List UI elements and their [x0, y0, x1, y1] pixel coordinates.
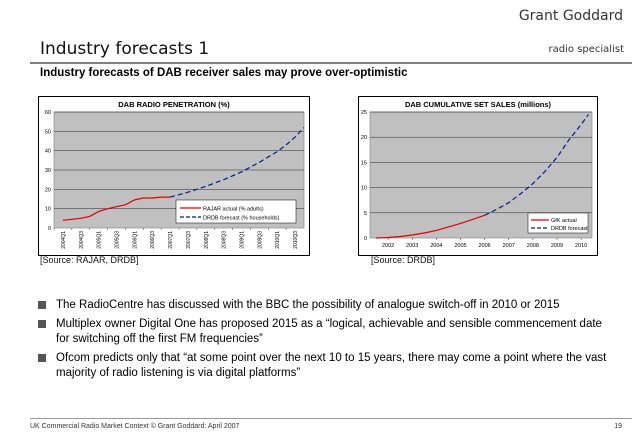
footer-divider [30, 418, 632, 419]
bullet-item: Multiplex owner Digital One has proposed… [38, 317, 618, 347]
c1-x-tick-label: 2005Q1 [97, 231, 103, 249]
set-sales-forecast-line [484, 114, 589, 216]
set-sales-chart-title: DAB CUMULATIVE SET SALES (millions) [405, 100, 552, 109]
c1-y-tick-label: 20 [45, 187, 51, 193]
bullet-square-icon [38, 354, 46, 362]
c2-y-tick-label: 0 [364, 236, 367, 242]
legend-label-gfk: GfK actual [551, 218, 577, 224]
c2-x-tick-label: 2002 [382, 243, 394, 249]
bullet-item: The RadioCentre has discussed with the B… [38, 298, 618, 313]
c1-x-tick-label: 2008Q1 [204, 231, 210, 249]
bullet-square-icon [38, 301, 46, 309]
c2-y-tick-label: 15 [361, 160, 367, 166]
bullet-text: Ofcom predicts only that “at some point … [56, 352, 607, 379]
page-title: Industry forecasts 1 [40, 39, 210, 59]
bullet-text: The RadioCentre has discussed with the B… [56, 299, 560, 311]
legend-label-drdb: DRDB forecast (% households) [203, 216, 280, 222]
c1-y-tick-label: 60 [45, 110, 51, 116]
footer-text: UK Commercial Radio Market Context © Gra… [30, 423, 240, 430]
c2-x-tick-label: 2009 [551, 243, 563, 249]
penetration-forecast-line [169, 127, 305, 198]
c2-x-tick-label: 2003 [406, 243, 418, 249]
set-sales-chart: DAB CUMULATIVE SET SALES (millions) 0 5 10… [358, 96, 598, 256]
brand-tagline: radio specialist [548, 44, 624, 55]
c2-x-tick-label: 2008 [527, 243, 539, 249]
c1-x-tick-label: 2010Q1 [275, 231, 281, 249]
source-note-right: [Source: DRDB] [371, 255, 436, 265]
legend-label-drdb-forecast: DRDB forecast [551, 226, 588, 232]
penetration-chart: DAB RADIO PENETRATION (%) 0102030405060 … [38, 96, 310, 256]
c2-y-tick-label: 5 [364, 211, 367, 217]
c1-x-tick-label: 2010Q3 [293, 231, 299, 249]
c1-y-tick-label: 10 [45, 207, 51, 213]
c1-y-tick-label: 40 [45, 149, 51, 155]
source-note-left: [Source: RAJAR, DRDB] [40, 255, 139, 265]
page-number: 19 [614, 423, 622, 430]
c2-x-tick-label: 2006 [478, 243, 490, 249]
brand-name: Grant Goddard [518, 8, 623, 24]
c1-x-tick-label: 2006Q1 [132, 231, 138, 249]
c1-x-tick-label: 2008Q3 [222, 231, 228, 249]
c1-x-tick-label: 2005Q3 [115, 231, 121, 249]
c1-x-tick-label: 2007Q1 [168, 231, 174, 249]
bullet-square-icon [38, 320, 46, 328]
bullet-list: The RadioCentre has discussed with the B… [38, 298, 618, 385]
c2-x-tick-label: 2010 [575, 243, 587, 249]
bullet-item: Ofcom predicts only that “at some point … [38, 351, 618, 381]
bullet-text: Multiplex owner Digital One has proposed… [56, 318, 602, 345]
c2-y-tick-label: 20 [361, 135, 367, 141]
c1-y-tick-label: 0 [48, 226, 51, 232]
penetration-actual-line [62, 196, 171, 221]
c1-y-tick-label: 30 [45, 168, 51, 174]
set-sales-actual-line [375, 214, 485, 239]
c1-x-tick-label: 2004Q3 [79, 231, 85, 249]
c1-x-tick-label: 2009Q1 [240, 231, 246, 249]
penetration-legend: RAJAR actual (% adults) DRDB forecast (%… [175, 199, 297, 224]
title-divider [30, 62, 632, 64]
c2-x-tick-label: 2007 [503, 243, 515, 249]
penetration-chart-title: DAB RADIO PENETRATION (%) [118, 100, 230, 109]
legend-label-rajar: RAJAR actual (% adults) [203, 207, 264, 213]
slide-subtitle: Industry forecasts of DAB receiver sales… [40, 67, 408, 79]
c2-x-tick-label: 2004 [430, 243, 442, 249]
c2-y-tick-label: 25 [361, 110, 367, 116]
c2-y-tick-label: 10 [361, 186, 367, 192]
c2-x-tick-label: 2005 [454, 243, 466, 249]
c1-x-tick-label: 2004Q1 [61, 231, 67, 249]
c1-y-tick-label: 50 [45, 129, 51, 135]
c1-x-tick-label: 2007Q3 [186, 231, 192, 249]
penetration-legend-box [175, 199, 297, 224]
c1-x-tick-label: 2009Q3 [257, 231, 263, 249]
c1-x-tick-label: 2006Q3 [150, 231, 156, 249]
set-sales-legend: GfK actual DRDB forecast [527, 212, 589, 234]
